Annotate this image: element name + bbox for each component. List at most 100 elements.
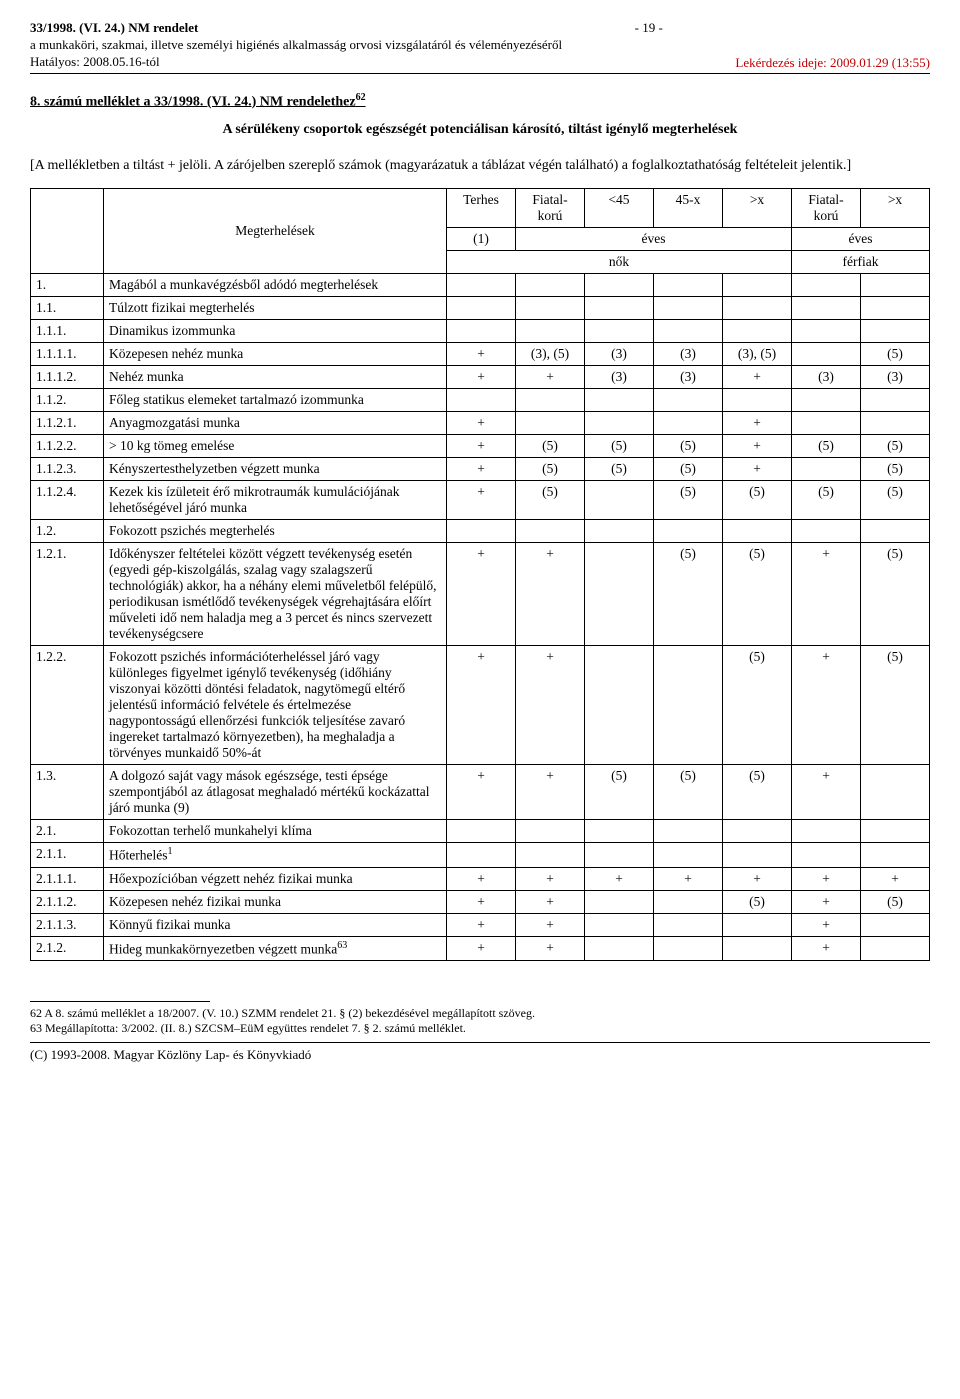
row-desc: Időkényszer feltételei között végzett te… (104, 543, 447, 646)
row-number: 1.3. (31, 765, 104, 820)
row-value (585, 936, 654, 961)
row-value (585, 389, 654, 412)
row-value (723, 913, 792, 936)
row-value (723, 843, 792, 868)
row-value (861, 274, 930, 297)
table-row: 2.1.1.Hőterhelés1 (31, 843, 930, 868)
row-desc: Fokozott pszichés információterheléssel … (104, 646, 447, 765)
row-value: + (723, 458, 792, 481)
row-number: 2.1.1.2. (31, 890, 104, 913)
table-row: 1.Magából a munkavégzésből adódó megterh… (31, 274, 930, 297)
th-lt45: <45 (585, 189, 654, 228)
th-fiatalkoru2: Fiatal-korú (792, 189, 861, 228)
row-value (585, 320, 654, 343)
row-value (654, 520, 723, 543)
row-number: 1.2. (31, 520, 104, 543)
row-number: 2.1.2. (31, 936, 104, 961)
row-value: + (447, 366, 516, 389)
row-desc: Kényszertesthelyzetben végzett munka (104, 458, 447, 481)
row-value: + (516, 543, 585, 646)
row-value: (3), (5) (516, 343, 585, 366)
row-number: 1.1.1. (31, 320, 104, 343)
header-left: 33/1998. (VI. 24.) NM rendelet a munkakö… (30, 20, 562, 71)
row-desc: Fokozottan terhelő munkahelyi klíma (104, 820, 447, 843)
row-value: (5) (861, 343, 930, 366)
row-value: (5) (585, 458, 654, 481)
row-value: + (792, 913, 861, 936)
row-value: (5) (861, 458, 930, 481)
row-value: + (447, 936, 516, 961)
row-value: + (585, 867, 654, 890)
row-value (585, 297, 654, 320)
row-value: + (723, 412, 792, 435)
row-value: (5) (654, 435, 723, 458)
row-value (723, 936, 792, 961)
th-ferfiak: férfiak (792, 251, 930, 274)
row-value (654, 274, 723, 297)
row-value (723, 320, 792, 343)
row-value (447, 297, 516, 320)
table-row: 1.2.2.Fokozott pszichés információterhel… (31, 646, 930, 765)
row-desc: A dolgozó saját vagy mások egészsége, te… (104, 765, 447, 820)
row-value: (5) (723, 890, 792, 913)
row-value (654, 936, 723, 961)
row-value (447, 320, 516, 343)
row-value: + (516, 867, 585, 890)
row-value (861, 936, 930, 961)
row-value (585, 520, 654, 543)
row-value: + (723, 435, 792, 458)
row-desc: Könnyű fizikai munka (104, 913, 447, 936)
th-eves2: éves (792, 228, 930, 251)
row-value (723, 274, 792, 297)
row-value (516, 843, 585, 868)
row-number: 1.1.2.3. (31, 458, 104, 481)
row-value: + (861, 867, 930, 890)
row-value: + (447, 543, 516, 646)
table-row: 1.3.A dolgozó saját vagy mások egészsége… (31, 765, 930, 820)
table-row: 2.1.Fokozottan terhelő munkahelyi klíma (31, 820, 930, 843)
row-value (723, 820, 792, 843)
row-value: + (516, 936, 585, 961)
row-value (654, 646, 723, 765)
row-value (447, 820, 516, 843)
row-value: (5) (585, 435, 654, 458)
row-value (792, 343, 861, 366)
row-value: + (516, 890, 585, 913)
row-value (792, 820, 861, 843)
row-value (792, 458, 861, 481)
row-value (792, 520, 861, 543)
row-value (792, 412, 861, 435)
th-blank (31, 189, 104, 274)
th-eves1: éves (516, 228, 792, 251)
row-desc: Hőterhelés1 (104, 843, 447, 868)
row-value: (5) (654, 765, 723, 820)
row-value (723, 520, 792, 543)
row-value: (3) (654, 366, 723, 389)
footnote-62: 62 A 8. számú melléklet a 18/2007. (V. 1… (30, 1006, 930, 1021)
table-row: 1.2.Fokozott pszichés megterhelés (31, 520, 930, 543)
row-desc: Magából a munkavégzésből adódó megterhel… (104, 274, 447, 297)
row-number: 2.1. (31, 820, 104, 843)
row-value (654, 389, 723, 412)
row-value (792, 389, 861, 412)
row-value (516, 389, 585, 412)
row-number: 1.1.2.2. (31, 435, 104, 458)
page-footer: (C) 1993-2008. Magyar Közlöny Lap- és Kö… (30, 1042, 930, 1063)
row-value (792, 843, 861, 868)
row-number: 2.1.1.3. (31, 913, 104, 936)
row-value (447, 520, 516, 543)
row-value (861, 389, 930, 412)
row-desc: Közepesen nehéz fizikai munka (104, 890, 447, 913)
row-value: + (792, 867, 861, 890)
row-value: (3) (861, 366, 930, 389)
table-row: 1.1.2.1.Anyagmozgatási munka++ (31, 412, 930, 435)
row-value: (5) (723, 481, 792, 520)
row-value: (3) (654, 343, 723, 366)
row-value (585, 646, 654, 765)
row-number: 2.1.1.1. (31, 867, 104, 890)
row-value: + (792, 936, 861, 961)
row-desc: Fokozott pszichés megterhelés (104, 520, 447, 543)
page-number: - 19 - (609, 20, 689, 36)
row-value (654, 820, 723, 843)
row-value (792, 297, 861, 320)
